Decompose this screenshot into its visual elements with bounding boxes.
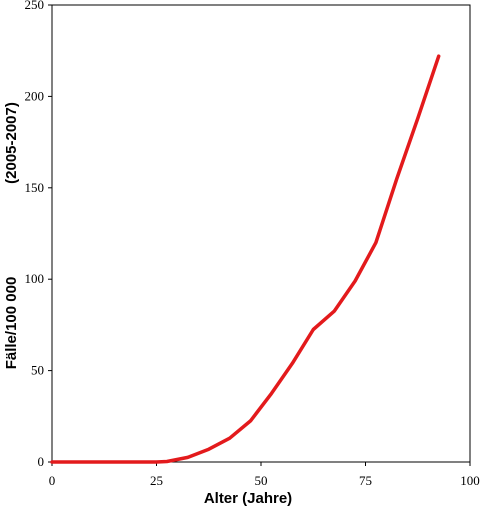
y-tick-label: 50 (31, 363, 44, 378)
y-tick-label: 0 (38, 454, 45, 469)
x-tick-label: 75 (359, 473, 372, 488)
y-tick-label: 200 (25, 88, 45, 103)
y-axis-title-line1: Fälle/100 000 (3, 277, 20, 370)
plot-frame (51, 4, 471, 463)
x-tick-label: 25 (150, 473, 163, 488)
x-tick-label: 50 (255, 473, 268, 488)
y-axis-title-line2: (2005-2007) (3, 102, 20, 184)
y-tick-label: 100 (25, 271, 45, 286)
series-line (50, 54, 441, 464)
x-axis: 0 25 50 75 100 (49, 462, 480, 488)
y-tick-label: 250 (25, 0, 45, 12)
x-tick-label: 100 (460, 473, 480, 488)
series-layer (50, 54, 441, 464)
y-axis: 0 50 100 150 200 250 (25, 0, 52, 469)
y-tick-label: 150 (25, 180, 45, 195)
x-tick-label: 0 (49, 473, 56, 488)
x-axis-title: Alter (Jahre) (204, 490, 292, 507)
